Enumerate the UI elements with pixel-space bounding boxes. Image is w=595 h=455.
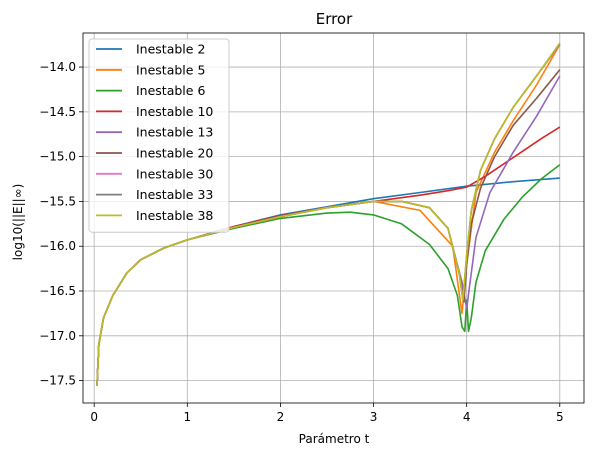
legend-label: Inestable 38 — [136, 208, 213, 223]
legend-label: Inestable 6 — [136, 83, 205, 98]
y-tick-label: −15.0 — [39, 150, 76, 164]
series-layer — [96, 42, 561, 387]
y-axis-label: log10(||E||∞) — [11, 184, 25, 261]
x-tick-label: 4 — [463, 410, 471, 424]
legend-label: Inestable 33 — [136, 187, 213, 202]
y-tick-label: −16.5 — [39, 284, 76, 298]
legend-label: Inestable 2 — [136, 42, 205, 57]
legend-label: Inestable 10 — [136, 104, 213, 119]
y-tick-label: −15.5 — [39, 194, 76, 208]
x-tick-label: 1 — [183, 410, 191, 424]
tick-layer: 0 1 2 3 4 5 −17.5 −17.0 −16.5 −16.0 −15.5 −15.0 −14.… — [39, 60, 563, 424]
y-tick-label: −17.5 — [39, 374, 76, 388]
legend-label: Inestable 5 — [136, 62, 205, 77]
legend: Inestable 2 Inestable 5 Inestable 6 Inestab… — [88, 38, 230, 233]
x-tick-label: 0 — [90, 410, 98, 424]
x-tick-label: 5 — [556, 410, 564, 424]
x-axis-label: Parámetro t — [299, 432, 370, 446]
chart-title: Error — [316, 10, 353, 28]
series-line-8 — [96, 42, 561, 387]
legend-label: Inestable 20 — [136, 146, 213, 161]
y-tick-label: −17.0 — [39, 329, 76, 343]
y-tick-label: −16.0 — [39, 239, 76, 253]
y-tick-label: −14.5 — [39, 105, 76, 119]
legend-label: Inestable 30 — [136, 166, 213, 181]
legend-box — [88, 38, 230, 233]
x-tick-label: 3 — [370, 410, 378, 424]
x-tick-label: 2 — [277, 410, 285, 424]
plot-frame — [82, 32, 585, 404]
legend-label: Inestable 13 — [136, 125, 213, 140]
y-tick-label: −14.0 — [39, 60, 76, 74]
